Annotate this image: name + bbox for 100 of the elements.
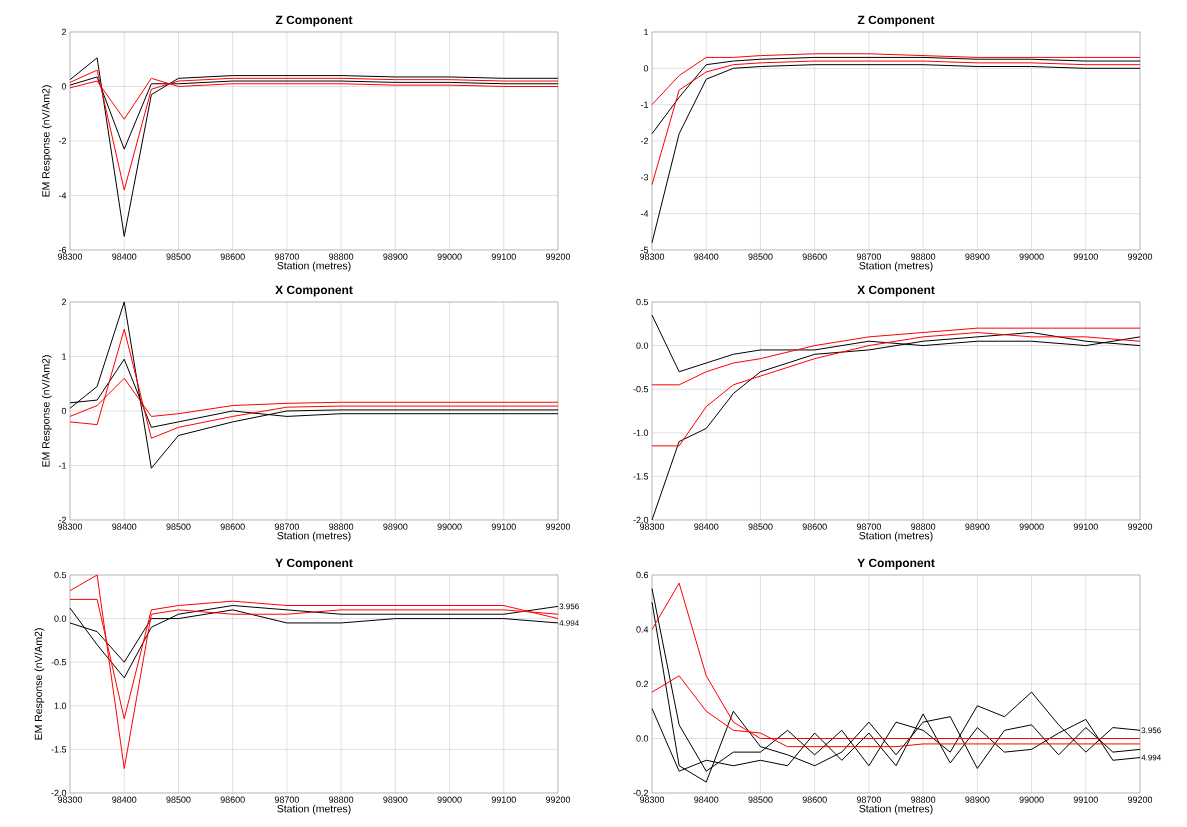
x-tick-label: 98500 (166, 796, 191, 803)
x-tick-label: 98800 (329, 523, 354, 530)
x-tick-label: 99100 (1073, 796, 1098, 803)
x-tick-label: 98700 (274, 796, 300, 803)
y-tick-label: -2 (58, 137, 67, 145)
y-tick-label: 0.2 (636, 680, 649, 688)
x-tick-label: 98900 (383, 523, 408, 530)
chart-title: Z Component (857, 15, 935, 27)
chart-title: Z Component (275, 15, 353, 27)
x-axis-title: Station (metres) (859, 531, 933, 542)
x-tick-label: 99000 (1019, 523, 1044, 530)
x-tick-label: 99100 (491, 253, 516, 260)
x-tick-label: 99200 (545, 523, 571, 530)
y-tick-label: 2 (61, 298, 67, 306)
x-tick-label: 99100 (1073, 523, 1098, 530)
x-tick-label: 98800 (911, 523, 936, 530)
x-tick-label: 98500 (748, 253, 773, 260)
y-tick-label: -1.0 (633, 429, 649, 436)
y-tick-label: -0.2 (633, 789, 649, 797)
y-tick-label: 0.0 (54, 615, 67, 622)
y-tick-label: -6 (58, 246, 67, 254)
y-tick-label: 1 (644, 28, 649, 36)
y-tick-label: -2.0 (51, 789, 67, 797)
x-tick-label: 98300 (57, 796, 83, 803)
x-tick-label: 98500 (166, 253, 191, 260)
x-tick-label: 98300 (639, 523, 665, 530)
y-tick-label: -2 (58, 516, 67, 524)
x-tick-label: 98400 (112, 523, 137, 530)
x-tick-label: 98500 (166, 523, 191, 530)
x-tick-label: 98900 (383, 253, 408, 260)
chart-title: X Component (275, 285, 353, 297)
x-tick-label: 98500 (748, 796, 773, 803)
x-axis-title: Station (metres) (859, 804, 933, 815)
y-tick-label: 0.5 (636, 298, 649, 306)
x-tick-label: 98300 (57, 253, 83, 260)
x-tick-label: 98700 (274, 523, 300, 530)
y-tick-label: -1.5 (633, 473, 649, 480)
x-tick-label: 98400 (694, 523, 719, 530)
y-axis-title: EM Response (nV/Am2) (34, 628, 45, 740)
x-axis-title: Station (metres) (277, 531, 351, 542)
y-tick-label: -1.5 (51, 746, 67, 753)
chart-title: Y Component (857, 558, 935, 570)
x-tick-label: 98600 (220, 796, 245, 803)
y-tick-label: 0 (61, 83, 67, 90)
x-tick-label: 99000 (1019, 796, 1044, 803)
y-tick-label: -1 (58, 462, 67, 469)
x-tick-label: 99200 (1127, 796, 1153, 803)
y-axis-title: EM Response (nV/Am2) (41, 355, 52, 467)
x-tick-label: 98400 (694, 796, 719, 803)
x-tick-label: 98400 (112, 796, 137, 803)
x-tick-label: 98600 (802, 796, 827, 803)
y-tick-label: -2.0 (633, 516, 649, 524)
x-axis-title: Station (metres) (859, 261, 933, 272)
y-tick-label: -3 (640, 174, 649, 181)
x-tick-label: 98400 (694, 253, 719, 260)
x-tick-label: 98300 (639, 253, 665, 260)
y-tick-label: -1 (640, 101, 649, 108)
y-tick-label: 0.0 (636, 735, 649, 742)
x-tick-label: 99200 (545, 796, 571, 803)
y-tick-label: 1.0 (54, 702, 67, 709)
x-tick-label: 99100 (1073, 253, 1098, 260)
x-tick-label: 99000 (437, 253, 462, 260)
x-tick-label: 98300 (57, 523, 83, 530)
y-tick-label: -2 (640, 137, 649, 145)
x-tick-label: 98400 (112, 253, 137, 260)
x-tick-label: 98700 (856, 796, 882, 803)
x-tick-label: 98500 (748, 523, 773, 530)
y-tick-label: -0.5 (633, 386, 649, 393)
x-tick-label: 98800 (329, 253, 354, 260)
x-tick-label: 99000 (1019, 253, 1044, 260)
x-tick-label: 98800 (911, 796, 936, 803)
x-tick-label: 98300 (639, 796, 665, 803)
x-tick-label: 98600 (802, 253, 827, 260)
x-axis-title: Station (metres) (277, 804, 351, 815)
x-tick-label: 99200 (1127, 253, 1153, 260)
x-tick-label: 99100 (491, 523, 516, 530)
x-tick-label: 99000 (437, 796, 462, 803)
y-axis-title: EM Response (nV/Am2) (41, 85, 52, 197)
y-tick-label: 0.4 (636, 626, 649, 633)
x-axis-title: Station (metres) (277, 261, 351, 272)
x-tick-label: 98600 (220, 523, 245, 530)
x-tick-label: 98800 (329, 796, 354, 803)
x-tick-label: 98900 (383, 796, 408, 803)
y-tick-label: -4 (640, 210, 649, 217)
chart-title: X Component (857, 285, 935, 297)
y-tick-label: 0.0 (636, 342, 649, 349)
y-tick-label: 2 (61, 28, 67, 36)
x-tick-label: 99200 (1127, 523, 1153, 530)
x-tick-label: 98900 (965, 523, 990, 530)
y-tick-label: 0 (643, 65, 649, 72)
x-tick-label: 98900 (965, 796, 990, 803)
y-tick-label: 0.5 (54, 571, 67, 579)
x-tick-label: 98900 (965, 253, 990, 260)
x-tick-label: 98700 (856, 253, 882, 260)
y-tick-label: 0.6 (636, 571, 649, 579)
x-tick-label: 98800 (911, 253, 936, 260)
x-tick-label: 99200 (545, 253, 571, 260)
x-tick-label: 98600 (220, 253, 245, 260)
chart-title: Y Component (275, 558, 353, 570)
x-tick-label: 98700 (856, 523, 882, 530)
